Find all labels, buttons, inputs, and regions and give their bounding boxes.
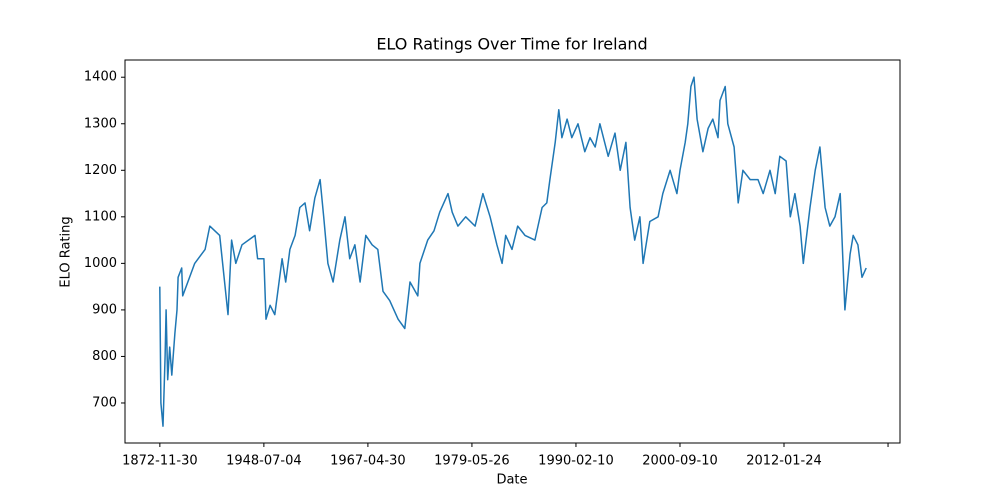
y-tick-label: 800 (92, 349, 117, 364)
plot-frame (124, 59, 901, 444)
x-tick-label: 2012-01-24 (746, 454, 822, 469)
y-axis-label: ELO Rating (59, 216, 74, 287)
data-line (159, 76, 867, 427)
y-tick-label: 1100 (84, 209, 117, 224)
y-tick-label: 700 (92, 395, 117, 410)
x-tick-label: 1967-04-30 (330, 454, 406, 469)
y-tick-label: 1400 (84, 70, 117, 85)
y-tick-label: 900 (92, 302, 117, 317)
y-tick-label: 1200 (84, 163, 117, 178)
x-tick-label: 1948-07-04 (226, 454, 302, 469)
x-tick-label: 1990-02-10 (538, 454, 614, 469)
x-axis-label: Date (496, 473, 527, 488)
y-tick-label: 1000 (84, 256, 117, 271)
chart-title: ELO Ratings Over Time for Ireland (376, 35, 647, 54)
y-tick-label: 1300 (84, 116, 117, 131)
x-tick-label: 1872-11-30 (122, 454, 198, 469)
x-tick-label: 1979-05-26 (434, 454, 510, 469)
x-tick-label: 2000-09-10 (642, 454, 718, 469)
